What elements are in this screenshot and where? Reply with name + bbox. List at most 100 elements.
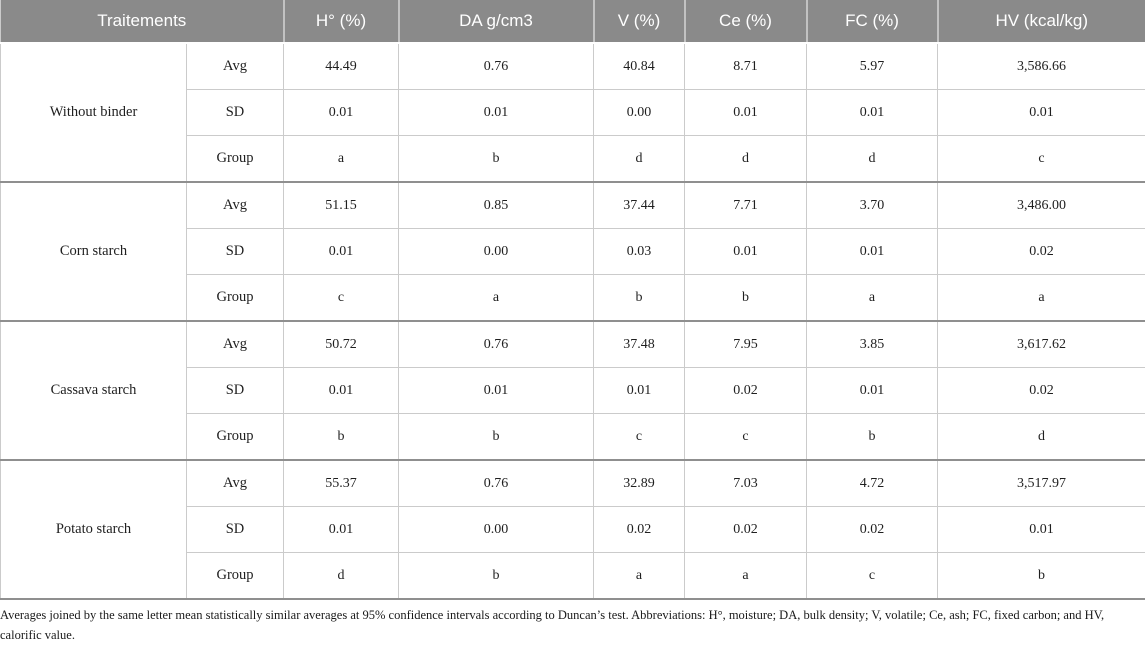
value-cell: a <box>685 553 807 600</box>
value-cell: c <box>284 275 399 322</box>
value-cell: 0.01 <box>938 90 1145 136</box>
value-cell: b <box>284 414 399 461</box>
value-cell: b <box>399 553 594 600</box>
value-cell: c <box>807 553 938 600</box>
value-cell: a <box>807 275 938 322</box>
value-cell: a <box>938 275 1145 322</box>
value-cell: a <box>284 136 399 183</box>
value-cell: 7.71 <box>685 182 807 229</box>
column-header: HV (kcal/kg) <box>938 0 1145 43</box>
value-cell: 0.01 <box>594 368 685 414</box>
value-cell: 0.76 <box>399 43 594 90</box>
stat-label: Group <box>187 414 284 461</box>
value-cell: 55.37 <box>284 460 399 507</box>
value-cell: 0.76 <box>399 321 594 368</box>
value-cell: 0.01 <box>399 90 594 136</box>
value-cell: 40.84 <box>594 43 685 90</box>
value-cell: 5.97 <box>807 43 938 90</box>
treatment-name: Potato starch <box>1 460 187 599</box>
value-cell: 0.02 <box>807 507 938 553</box>
table-footnote: Averages joined by the same letter mean … <box>0 605 1145 645</box>
value-cell: 0.02 <box>938 229 1145 275</box>
value-cell: b <box>685 275 807 322</box>
value-cell: 0.02 <box>938 368 1145 414</box>
stat-label: Avg <box>187 460 284 507</box>
value-cell: c <box>594 414 685 461</box>
treatment-name: Cassava starch <box>1 321 187 460</box>
value-cell: b <box>938 553 1145 600</box>
treatment-name: Without binder <box>1 43 187 182</box>
value-cell: b <box>399 414 594 461</box>
column-header: Ce (%) <box>685 0 807 43</box>
value-cell: 0.85 <box>399 182 594 229</box>
value-cell: d <box>685 136 807 183</box>
column-header: Traitements <box>1 0 284 43</box>
value-cell: 0.01 <box>938 507 1145 553</box>
value-cell: 0.76 <box>399 460 594 507</box>
value-cell: 3,586.66 <box>938 43 1145 90</box>
value-cell: 0.01 <box>807 229 938 275</box>
column-header: H° (%) <box>284 0 399 43</box>
stat-label: Group <box>187 553 284 600</box>
stat-label: Avg <box>187 182 284 229</box>
treatment-name: Corn starch <box>1 182 187 321</box>
value-cell: 0.00 <box>399 229 594 275</box>
value-cell: d <box>284 553 399 600</box>
value-cell: a <box>594 553 685 600</box>
value-cell: 4.72 <box>807 460 938 507</box>
value-cell: d <box>807 136 938 183</box>
value-cell: 0.00 <box>594 90 685 136</box>
value-cell: 0.02 <box>594 507 685 553</box>
stat-label: Avg <box>187 43 284 90</box>
value-cell: 0.01 <box>685 229 807 275</box>
value-cell: 50.72 <box>284 321 399 368</box>
value-cell: c <box>938 136 1145 183</box>
value-cell: 37.48 <box>594 321 685 368</box>
value-cell: 0.01 <box>807 368 938 414</box>
value-cell: 0.01 <box>284 90 399 136</box>
stat-label: Group <box>187 275 284 322</box>
value-cell: 0.02 <box>685 507 807 553</box>
value-cell: 3.70 <box>807 182 938 229</box>
value-cell: 3.85 <box>807 321 938 368</box>
value-cell: 3,486.00 <box>938 182 1145 229</box>
value-cell: 3,517.97 <box>938 460 1145 507</box>
value-cell: b <box>399 136 594 183</box>
column-header: DA g/cm3 <box>399 0 594 43</box>
stat-label: Avg <box>187 321 284 368</box>
column-header: FC (%) <box>807 0 938 43</box>
stat-label: SD <box>187 507 284 553</box>
value-cell: 0.01 <box>284 229 399 275</box>
stat-label: SD <box>187 229 284 275</box>
value-cell: 8.71 <box>685 43 807 90</box>
value-cell: a <box>399 275 594 322</box>
value-cell: 0.01 <box>284 507 399 553</box>
value-cell: 0.03 <box>594 229 685 275</box>
value-cell: 32.89 <box>594 460 685 507</box>
stat-label: SD <box>187 90 284 136</box>
value-cell: 3,617.62 <box>938 321 1145 368</box>
stat-label: Group <box>187 136 284 183</box>
value-cell: 0.01 <box>685 90 807 136</box>
value-cell: 7.95 <box>685 321 807 368</box>
value-cell: 0.01 <box>807 90 938 136</box>
value-cell: 7.03 <box>685 460 807 507</box>
value-cell: 51.15 <box>284 182 399 229</box>
value-cell: d <box>938 414 1145 461</box>
value-cell: 0.01 <box>284 368 399 414</box>
value-cell: b <box>807 414 938 461</box>
value-cell: 37.44 <box>594 182 685 229</box>
value-cell: 0.00 <box>399 507 594 553</box>
column-header: V (%) <box>594 0 685 43</box>
value-cell: 0.02 <box>685 368 807 414</box>
value-cell: 0.01 <box>399 368 594 414</box>
